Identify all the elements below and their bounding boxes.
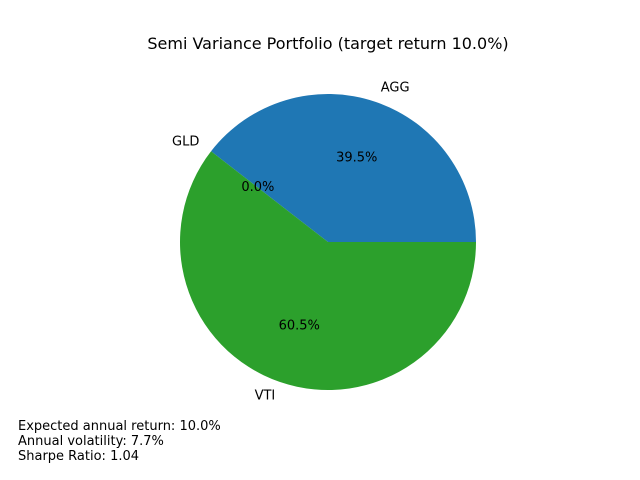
expected-return-text: Expected annual return: 10.0% bbox=[18, 419, 221, 434]
sharpe-ratio-text: Sharpe Ratio: 1.04 bbox=[18, 449, 140, 464]
pie-slice-agg bbox=[211, 93, 476, 242]
slice-label-gld: GLD bbox=[172, 135, 199, 150]
chart-title: Semi Variance Portfolio (target return 1… bbox=[147, 34, 508, 53]
pie-labels: AGG 39.5% GLD 0.0% VTI 60.5% bbox=[172, 80, 410, 403]
slice-label-vti: VTI bbox=[255, 389, 276, 404]
slice-label-agg: AGG bbox=[381, 80, 410, 95]
volatility-text: Annual volatility: 7.7% bbox=[18, 434, 164, 449]
slice-pct-agg: 39.5% bbox=[336, 150, 377, 165]
slice-pct-vti: 60.5% bbox=[279, 319, 320, 334]
slice-pct-gld: 0.0% bbox=[241, 180, 274, 195]
pie-slice-vti bbox=[180, 151, 477, 390]
pie-slices bbox=[180, 93, 477, 390]
portfolio-stats: Expected annual return: 10.0% Annual vol… bbox=[18, 419, 221, 464]
